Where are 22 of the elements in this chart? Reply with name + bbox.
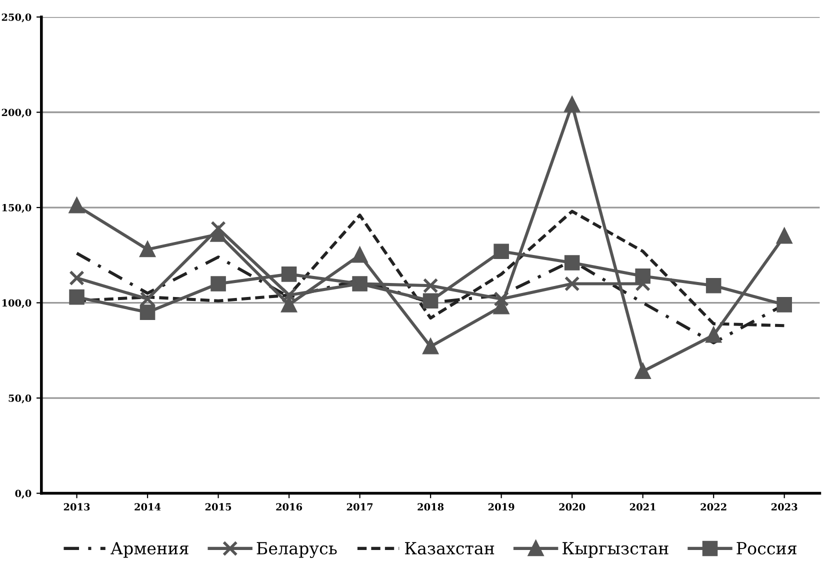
x-tick-label: 2019 <box>488 503 514 511</box>
legend-label: Беларусь <box>256 542 337 558</box>
x-tick-label: 2015 <box>205 503 232 511</box>
x-tick-label: 2013 <box>64 503 90 511</box>
legend-label: Армения <box>110 542 188 558</box>
x-tick-label: 2023 <box>771 503 798 511</box>
x-tick-label: 2014 <box>134 503 161 511</box>
x-tick-label: 2021 <box>630 503 656 511</box>
y-tick-label: 150,0 <box>2 204 32 213</box>
y-tick-label: 100,0 <box>2 299 32 308</box>
legend-label: Кыргызстан <box>562 542 668 558</box>
legend-label: Россия <box>736 542 796 555</box>
y-tick-label: 200,0 <box>2 108 32 118</box>
x-tick-label: 2020 <box>559 503 586 511</box>
x-tick-label: 2016 <box>276 503 302 511</box>
y-tick-label: 0,0 <box>15 490 32 499</box>
y-tick-label: 50,0 <box>8 394 32 404</box>
x-tick-label: 2018 <box>418 503 444 511</box>
x-tick-label: 2017 <box>346 503 373 511</box>
legend-label: Казахстан <box>405 542 494 555</box>
y-tick-label: 250,0 <box>2 13 32 22</box>
x-tick-label: 2022 <box>700 503 726 511</box>
